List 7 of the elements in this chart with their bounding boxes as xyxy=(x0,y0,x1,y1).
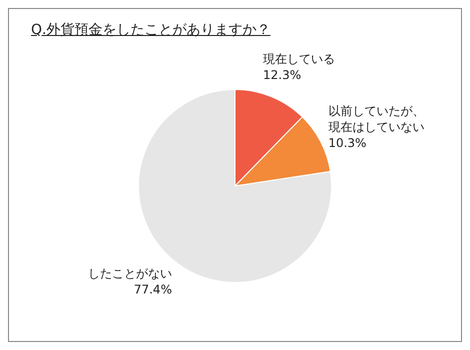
data-label: 77.4% xyxy=(134,282,172,297)
slice-label: したことがない xyxy=(88,266,172,281)
chart-title: Q.外貨預金をしたことがありますか？ xyxy=(31,21,270,39)
slice-label: 以前していたが、現在はしていない xyxy=(328,104,424,134)
slice-label: 現在している xyxy=(263,52,336,66)
data-label: 10.3% xyxy=(328,136,366,150)
data-label: 12.3% xyxy=(263,68,302,82)
